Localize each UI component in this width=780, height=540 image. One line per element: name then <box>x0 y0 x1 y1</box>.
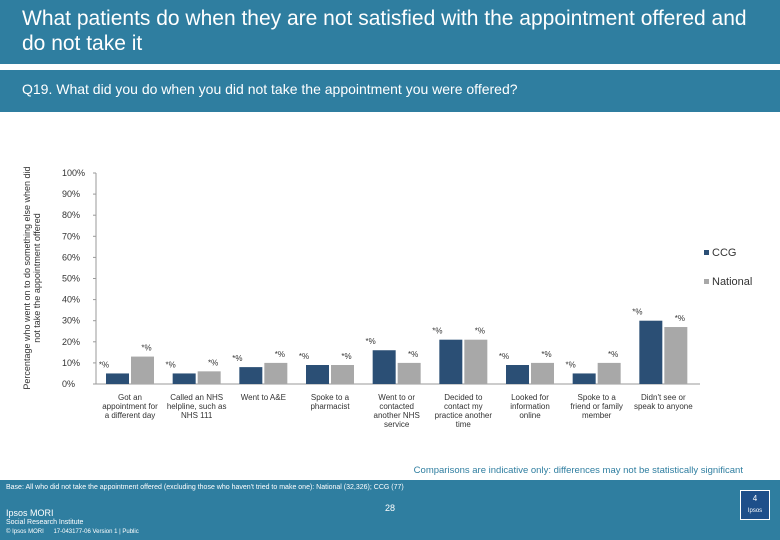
data-label: *% <box>541 350 551 359</box>
category-label: practice another <box>435 411 493 420</box>
data-label: *% <box>608 350 618 359</box>
question-bar: Q19. What did you do when you did not ta… <box>0 70 780 112</box>
job-reference: 17-043177-06 Version 1 | Public <box>53 529 139 535</box>
y-tick-label: 80% <box>62 210 80 220</box>
bar-national-4 <box>397 362 421 384</box>
category-label: Went to or <box>378 393 415 402</box>
data-label: *% <box>208 358 218 367</box>
bar-national-8 <box>664 327 688 384</box>
data-label: *% <box>366 337 376 346</box>
category-label: helpline, such as <box>167 402 227 411</box>
legend-label-national: National <box>712 276 752 288</box>
logo-line-2: Social Research Institute <box>6 519 84 526</box>
badge-number: 4 <box>752 494 758 503</box>
bar-national-2 <box>264 362 288 384</box>
copyright-line: © Ipsos MORI 17-043177-06 Version 1 | Pu… <box>6 529 147 535</box>
category-label: appointment for <box>102 402 158 411</box>
legend-swatch-ccg <box>704 250 709 255</box>
bar-ccg-5 <box>439 339 463 384</box>
bar-ccg-3 <box>306 365 329 384</box>
page-title: What patients do when they are not satis… <box>22 7 747 55</box>
bar-national-0 <box>131 356 154 384</box>
category-label: Looked for <box>511 393 549 402</box>
data-label: *% <box>675 314 685 323</box>
data-label: *% <box>166 360 176 369</box>
bar-ccg-8 <box>639 320 663 384</box>
comparison-note: Comparisons are indicative only: differe… <box>414 465 744 476</box>
y-tick-label: 100% <box>62 168 85 178</box>
bar-ccg-4 <box>372 350 396 384</box>
category-label: Decided to <box>444 393 483 402</box>
bar-ccg-0 <box>106 373 129 384</box>
category-label: NHS 111 <box>181 411 213 420</box>
badge-brand: Ipsos <box>747 508 763 514</box>
category-label: online <box>519 411 541 420</box>
data-label: *% <box>408 350 418 359</box>
y-tick-label: 20% <box>62 337 80 347</box>
y-tick-label: 0% <box>62 379 75 389</box>
legend-swatch-national <box>704 279 709 284</box>
bar-ccg-6 <box>506 365 529 384</box>
y-tick-label: 70% <box>62 231 80 241</box>
data-label: *% <box>232 354 242 363</box>
bar-ccg-7 <box>572 373 596 384</box>
category-label: Spoke to a <box>311 393 350 402</box>
data-label: *% <box>275 350 285 359</box>
category-label: member <box>582 411 612 420</box>
data-label: *% <box>432 327 442 336</box>
category-label: information <box>510 402 550 411</box>
y-tick-label: 10% <box>62 358 80 368</box>
category-label: pharmacist <box>310 402 350 411</box>
category-label: service <box>384 420 410 429</box>
base-note: Base: All who did not take the appointme… <box>6 484 404 491</box>
data-label: *% <box>566 360 576 369</box>
category-label: contacted <box>379 402 414 411</box>
y-tick-label: 30% <box>62 316 80 326</box>
category-label: Called an NHS <box>170 393 223 402</box>
bar-national-6 <box>531 362 554 384</box>
category-label: another NHS <box>374 411 420 420</box>
header-bar: What patients do when they are not satis… <box>0 0 780 64</box>
data-label: *% <box>99 360 109 369</box>
bar-ccg-2 <box>239 367 263 384</box>
bar-chart: 0% 10% 20% 30% 40% 50% 60% 70% 80% 90% 100% Percent… <box>22 166 752 476</box>
category-label: friend or family <box>570 402 622 411</box>
ipsos-logo: Ipsos MORI Social Research Institute <box>6 508 83 528</box>
category-label: time <box>456 420 472 429</box>
y-axis-label: not take the appointment offered <box>32 213 42 342</box>
category-label: Didn't see or <box>641 393 686 402</box>
legend-label-ccg: CCG <box>712 247 736 259</box>
data-label: *% <box>499 352 509 361</box>
category-label: contact my <box>444 402 483 411</box>
question-text: Q19. What did you do when you did not ta… <box>22 81 518 97</box>
data-label: *% <box>632 308 642 317</box>
bar-ccg-1 <box>172 373 196 384</box>
y-axis-label: Percentage who went on to do something e… <box>22 166 32 389</box>
logo-line-1: Ipsos MORI <box>6 508 54 518</box>
category-label: Got an <box>118 393 142 402</box>
y-tick-label: 90% <box>62 189 80 199</box>
data-label: *% <box>299 352 309 361</box>
category-label: speak to anyone <box>634 402 693 411</box>
bar-national-5 <box>464 339 488 384</box>
y-tick-label: 60% <box>62 252 80 262</box>
y-tick-label: 40% <box>62 295 80 305</box>
category-label: Spoke to a <box>578 393 617 402</box>
y-tick-label: 50% <box>62 274 80 284</box>
bar-national-3 <box>331 365 354 384</box>
footer-bar: Base: All who did not take the appointme… <box>0 480 780 540</box>
bar-national-1 <box>197 371 221 384</box>
category-label: Went to A&E <box>241 393 286 402</box>
data-label: *% <box>341 352 351 361</box>
category-label: a different day <box>105 411 156 420</box>
copyright-text: © Ipsos MORI <box>6 529 44 535</box>
data-label: *% <box>475 327 485 336</box>
bar-national-7 <box>597 362 621 384</box>
ipsos-badge: 4 Ipsos <box>740 490 770 520</box>
data-label: *% <box>141 344 151 353</box>
page-number: 28 <box>384 503 395 513</box>
